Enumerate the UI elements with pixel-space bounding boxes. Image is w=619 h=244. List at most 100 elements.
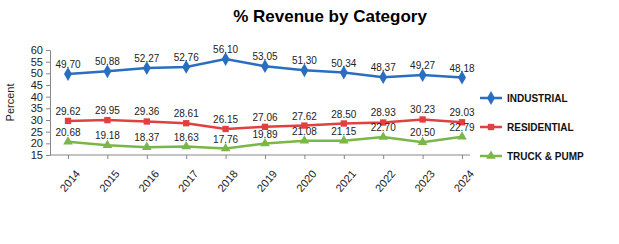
x-tick: 2020 xyxy=(294,155,319,194)
legend-label: TRUCK & PUMP xyxy=(507,151,584,162)
data-label: 22.70 xyxy=(371,122,396,133)
x-tick-mark xyxy=(107,155,108,159)
x-tick-label: 2017 xyxy=(176,168,201,194)
y-tick: 60 xyxy=(31,44,50,56)
x-tick-mark xyxy=(265,155,266,159)
data-labels: 49.7050.8852.2752.7656.1053.0551.3050.34… xyxy=(55,44,474,144)
data-label: 28.93 xyxy=(371,107,396,118)
legend-entry: INDUSTRIAL xyxy=(480,91,568,105)
y-tick-mark xyxy=(46,132,50,133)
x-tick: 2024 xyxy=(451,155,476,194)
x-tick-label: 2024 xyxy=(451,168,476,194)
legend: INDUSTRIAL RESIDENTIAL TRUCK & PUMP xyxy=(480,91,584,161)
y-tick-mark xyxy=(46,155,50,156)
data-label: 50.34 xyxy=(331,58,356,69)
legend-label: INDUSTRIAL xyxy=(507,93,568,104)
data-label: 50.88 xyxy=(95,56,120,67)
data-label: 20.50 xyxy=(410,127,435,138)
y-axis-title: Percent xyxy=(4,84,16,122)
x-axis: 2014201520162017201820192020202120222023… xyxy=(50,155,476,194)
x-tick-mark xyxy=(186,155,187,159)
data-label: 26.15 xyxy=(213,114,238,125)
y-tick-label: 55 xyxy=(31,56,43,68)
data-label: 49.70 xyxy=(55,59,80,70)
data-label: 17.76 xyxy=(213,134,238,145)
y-tick-mark xyxy=(46,50,50,51)
x-tick-mark xyxy=(344,155,345,159)
data-label: 29.36 xyxy=(134,106,159,117)
data-label: 48.37 xyxy=(371,62,396,73)
data-label: 52.76 xyxy=(174,52,199,63)
y-tick-mark xyxy=(46,73,50,74)
x-tick-label: 2023 xyxy=(412,168,437,194)
data-label: 22.79 xyxy=(449,122,474,133)
y-tick: 55 xyxy=(31,56,50,68)
y-tick: 20 xyxy=(31,137,50,149)
series-marker xyxy=(183,120,189,126)
data-label: 53.05 xyxy=(252,51,277,62)
x-tick: 2021 xyxy=(333,155,358,194)
legend-entry: RESIDENTIAL xyxy=(480,122,574,133)
series-marker xyxy=(144,118,150,124)
title: % Revenue by Category xyxy=(233,7,427,26)
y-tick-label: 40 xyxy=(31,91,43,103)
x-tick-mark xyxy=(383,155,384,159)
x-axis-line xyxy=(50,155,470,156)
series-marker xyxy=(222,126,228,132)
x-tick-label: 2018 xyxy=(215,168,240,194)
data-label: 30.23 xyxy=(410,104,435,115)
legend-marker xyxy=(486,150,496,158)
y-tick-label: 15 xyxy=(31,149,43,161)
x-tick-label: 2020 xyxy=(294,168,319,194)
x-tick-mark xyxy=(423,155,424,159)
data-label: 29.62 xyxy=(55,106,80,117)
y-tick-mark xyxy=(46,85,50,86)
data-label: 49.27 xyxy=(410,60,435,71)
x-tick-mark xyxy=(147,155,148,159)
data-label: 48.18 xyxy=(449,63,474,74)
y-tick: 30 xyxy=(31,114,50,126)
x-tick: 2015 xyxy=(97,155,122,194)
data-label: 20.68 xyxy=(55,127,80,138)
plot-area xyxy=(63,52,467,151)
y-tick: 40 xyxy=(31,91,50,103)
x-tick: 2017 xyxy=(176,155,201,194)
data-label: 51.30 xyxy=(292,55,317,66)
series-marker xyxy=(419,116,425,122)
legend-entry: TRUCK & PUMP xyxy=(480,150,584,161)
data-label: 28.50 xyxy=(331,109,356,120)
x-tick-label: 2014 xyxy=(57,168,82,194)
y-tick: 15 xyxy=(31,149,50,161)
data-label: 29.03 xyxy=(449,107,474,118)
y-tick: 45 xyxy=(31,79,50,91)
data-label: 19.18 xyxy=(95,130,120,141)
data-label: 29.95 xyxy=(95,105,120,116)
data-label: 19.89 xyxy=(252,129,277,140)
y-tick-label: 35 xyxy=(31,102,43,114)
x-tick: 2018 xyxy=(215,155,240,194)
data-label: 21.15 xyxy=(331,126,356,137)
y-tick-mark xyxy=(46,120,50,121)
y-tick-label: 60 xyxy=(31,44,43,56)
x-tick-mark xyxy=(68,155,69,159)
x-tick: 2022 xyxy=(373,155,398,194)
series-marker xyxy=(104,117,110,123)
y-tick-label: 25 xyxy=(31,126,43,138)
y-tick-label: 45 xyxy=(31,79,43,91)
data-label: 18.37 xyxy=(134,132,159,143)
data-label: 18.63 xyxy=(174,132,199,143)
series-marker xyxy=(65,118,71,124)
legend-marker xyxy=(487,91,495,105)
y-tick: 35 xyxy=(31,102,50,114)
x-tick: 2023 xyxy=(412,155,437,194)
x-tick-mark xyxy=(462,155,463,159)
x-tick-mark xyxy=(226,155,227,159)
chart: % Revenue by Category 1520253035404550556… xyxy=(0,0,619,244)
y-tick-label: 50 xyxy=(31,67,43,79)
y-tick-mark xyxy=(46,62,50,63)
x-tick-label: 2015 xyxy=(97,168,122,194)
y-tick-mark xyxy=(46,143,50,144)
x-tick-label: 2019 xyxy=(254,168,279,194)
data-label: 28.61 xyxy=(174,108,199,119)
y-axis-line xyxy=(46,51,51,156)
